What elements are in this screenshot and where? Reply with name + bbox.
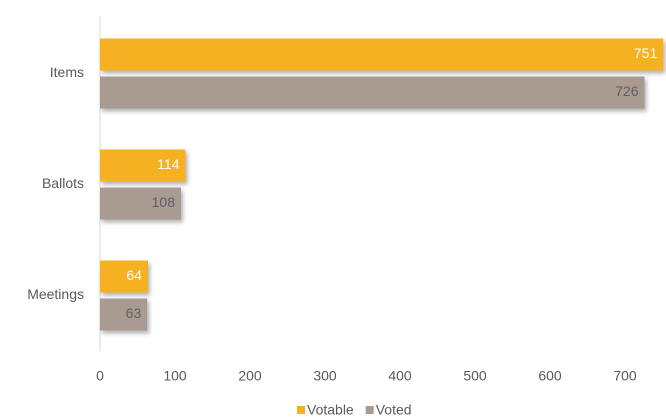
- y-tick-label: Meetings: [27, 286, 84, 302]
- x-tick-label: 300: [313, 368, 337, 384]
- bar: [100, 38, 664, 71]
- legend-swatch: [297, 406, 305, 414]
- data-label: 63: [126, 305, 142, 321]
- x-tick-label: 600: [538, 368, 562, 384]
- bar: [100, 76, 645, 109]
- x-tick-label: 0: [96, 368, 104, 384]
- x-tick-label: 400: [388, 368, 412, 384]
- bar: [100, 260, 148, 293]
- x-tick-label: 200: [238, 368, 262, 384]
- y-tick-label: Items: [50, 64, 84, 80]
- data-label: 751: [634, 45, 658, 61]
- data-label: 64: [126, 267, 142, 283]
- x-tick-label: 700: [613, 368, 637, 384]
- legend-label: Votable: [307, 402, 354, 418]
- legend-label: Voted: [376, 402, 412, 418]
- data-label: 108: [152, 194, 176, 210]
- data-label: 114: [157, 156, 180, 172]
- y-tick-label: Ballots: [42, 175, 84, 191]
- x-tick-label: 100: [163, 368, 187, 384]
- x-tick-label: 500: [463, 368, 487, 384]
- bar: [100, 298, 148, 331]
- bar: [100, 149, 186, 182]
- data-label: 726: [615, 83, 639, 99]
- legend-swatch: [365, 406, 374, 414]
- bar: [100, 187, 181, 220]
